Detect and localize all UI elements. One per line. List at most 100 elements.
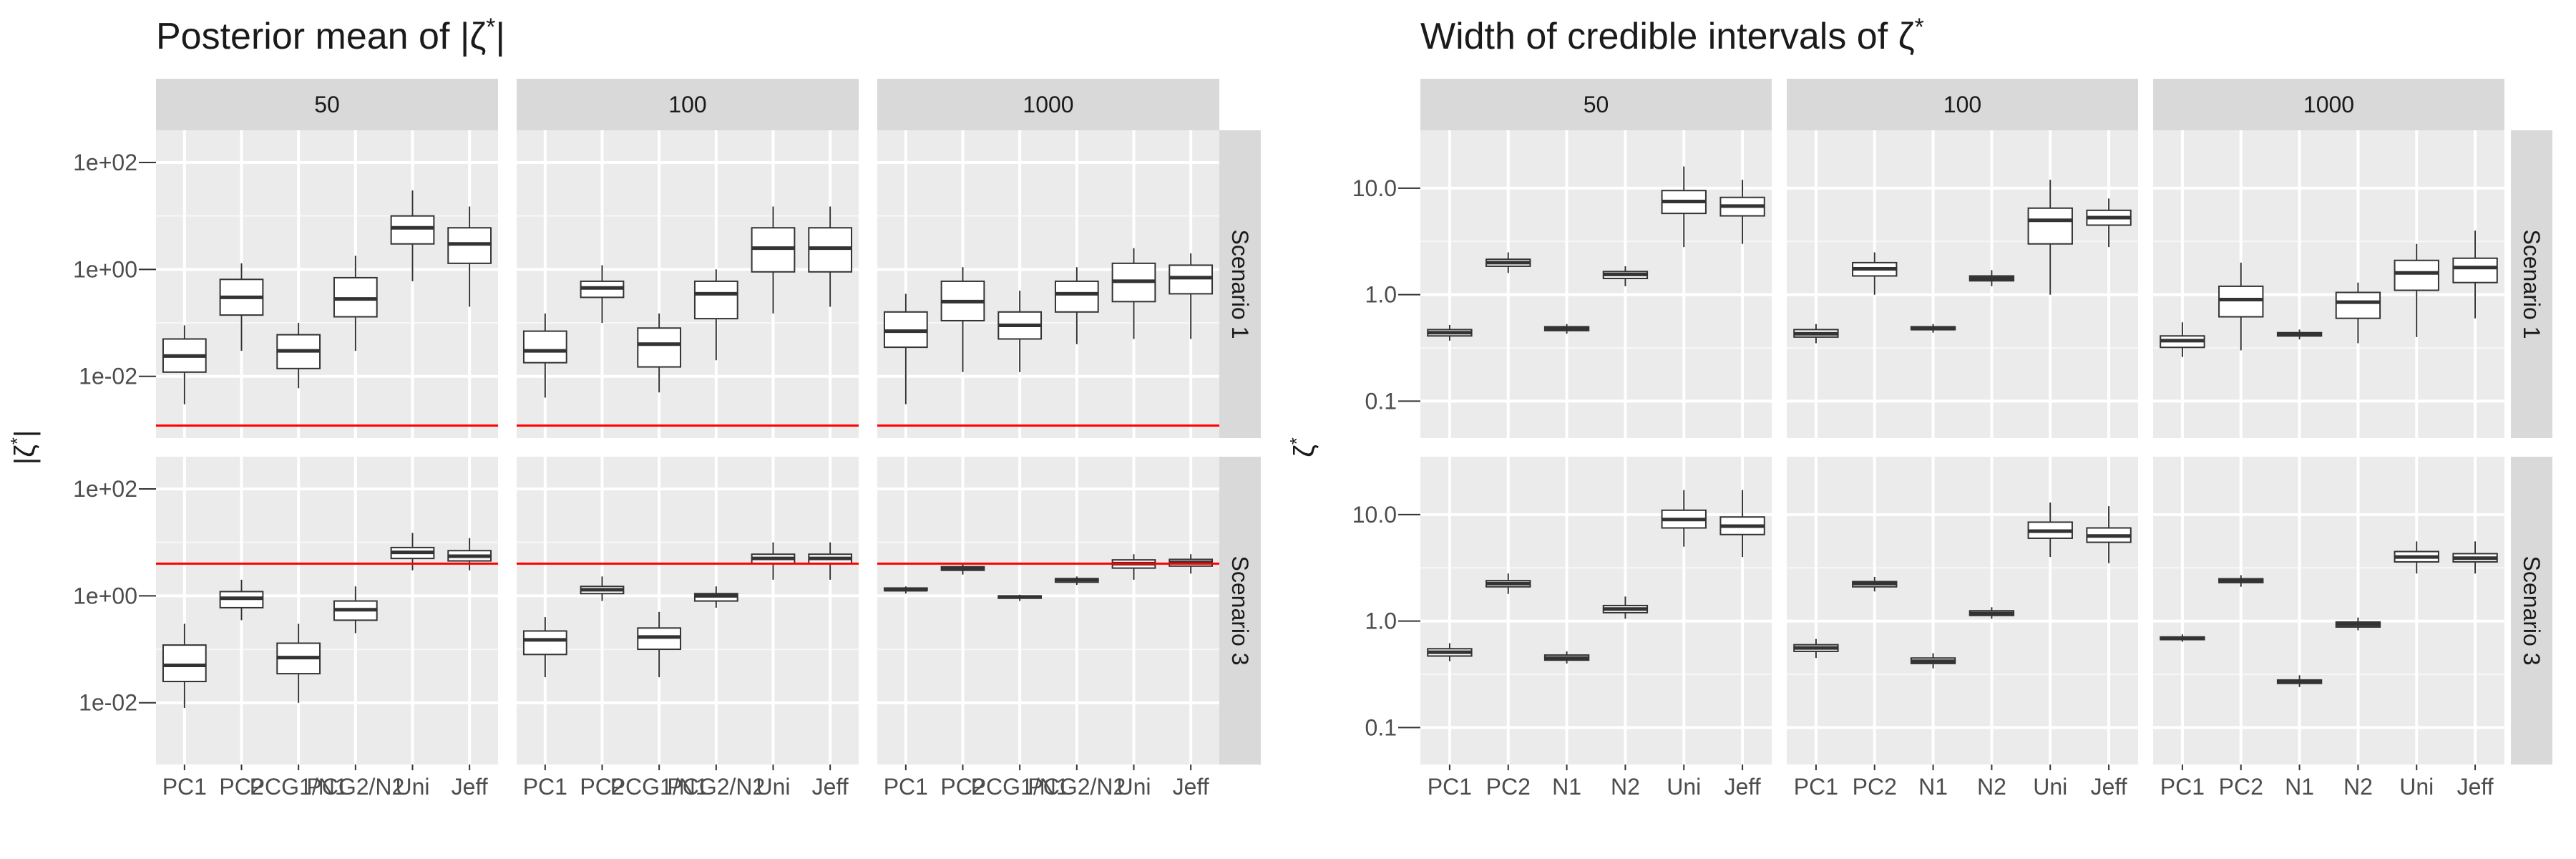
box-pc1 <box>1427 324 1473 341</box>
x-tick-label: PC2 <box>1486 774 1531 800</box>
box-pcg2-n2 <box>333 256 378 351</box>
y-tick-label: 1.0 <box>1365 282 1397 308</box>
box-pc2 <box>940 267 985 372</box>
box-pc2 <box>1852 576 1898 592</box>
box-uni <box>751 542 796 580</box>
box-pc2 <box>2218 262 2264 351</box>
panel <box>1420 130 1772 438</box>
box-iqr <box>162 644 207 683</box>
box-pcg1-n1 <box>276 623 321 703</box>
y-tick-label: 1.0 <box>1365 608 1397 634</box>
column-strip-label: 100 <box>668 92 706 117</box>
column-strip-label: 100 <box>1943 92 1981 117</box>
row-strip-label: Scenario 1 <box>2519 230 2545 339</box>
box-pc2 <box>940 563 985 575</box>
box-pc2 <box>1852 252 1898 295</box>
box-uni <box>390 190 435 281</box>
panel-background <box>1787 130 2138 438</box>
box-n2 <box>2335 617 2381 631</box>
chart-1: Posterior mean of |ζ*| |ζ*| 50 100 1000 Scena… <box>6 14 1261 800</box>
x-tick-label: Uni <box>2399 774 2434 800</box>
box-pc1 <box>1427 643 1473 661</box>
box-n1 <box>1543 651 1590 664</box>
box-uni <box>1661 490 1707 547</box>
box-iqr <box>522 330 567 364</box>
box-n2 <box>1968 607 2015 619</box>
column-strip <box>2153 79 2504 130</box>
panel <box>2153 457 2504 765</box>
panel-background <box>2153 457 2504 765</box>
chart-title: Posterior mean of |ζ*| <box>156 14 505 57</box>
box-pc1 <box>2160 322 2205 357</box>
panel <box>877 130 1219 438</box>
box-pc1 <box>1793 324 1839 344</box>
x-tick-label: PC1 <box>1428 774 1472 800</box>
x-tick-label: PCG2/N2 <box>306 774 404 800</box>
box-jeff <box>2452 541 2498 574</box>
box-pcg1-n1 <box>637 313 682 393</box>
box-pc2 <box>1485 573 1531 594</box>
row-strip <box>1219 130 1261 438</box>
box-iqr <box>522 630 567 656</box>
box-uni <box>2027 180 2073 295</box>
panel-background <box>517 457 859 765</box>
x-tick-label: PC2 <box>1853 774 1897 800</box>
row-strip <box>1219 457 1261 765</box>
row-strip <box>2511 457 2552 765</box>
box-pcg1-n1 <box>637 611 682 678</box>
box-pc1 <box>162 623 207 708</box>
row-strip-label: Scenario 1 <box>1227 230 1253 339</box>
box-pc1 <box>2160 634 2205 642</box>
y-tick-label: 0.1 <box>1365 388 1397 414</box>
panel-background <box>1420 130 1772 438</box>
column-strip-label: 50 <box>1584 92 1609 117</box>
x-tick-label: PC2 <box>940 774 985 800</box>
panel-background <box>156 130 498 438</box>
y-tick-label: 1e+02 <box>73 150 137 175</box>
box-n2 <box>1602 596 1649 619</box>
column-strip <box>517 79 859 130</box>
box-uni <box>2394 541 2439 574</box>
box-pcg2-n2 <box>693 586 738 608</box>
box-n1 <box>1910 653 1956 669</box>
box-pc2 <box>219 263 264 351</box>
box-pcg2-n2 <box>693 269 738 361</box>
box-jeff <box>1169 253 1214 339</box>
box-jeff <box>1719 180 1765 244</box>
panel <box>2153 130 2504 438</box>
row-strip-label: Scenario 3 <box>2519 556 2545 666</box>
y-tick-label: 10.0 <box>1352 175 1397 201</box>
y-tick-label: 1e+00 <box>73 583 137 608</box>
panel-background <box>517 130 859 438</box>
x-tick-label: PCG2/N2 <box>1028 774 1126 800</box>
x-tick-label: Uni <box>1667 774 1701 800</box>
x-tick-label: Jeff <box>812 774 849 800</box>
x-tick-label: N1 <box>1552 774 1581 800</box>
panel <box>517 457 859 765</box>
x-tick-label: Uni <box>395 774 429 800</box>
box-jeff <box>2086 198 2132 248</box>
x-tick-label: PC2 <box>2219 774 2263 800</box>
row-strip <box>2511 130 2552 438</box>
panel-background <box>1420 457 1772 765</box>
panel-background <box>2153 130 2504 438</box>
box-n1 <box>2276 329 2323 340</box>
box-n1 <box>2276 675 2323 687</box>
box-n2 <box>2335 282 2381 344</box>
box-pcg1-n1 <box>276 323 321 389</box>
box-uni <box>751 206 796 314</box>
x-tick-label: PC1 <box>523 774 567 800</box>
column-strip <box>1787 79 2138 130</box>
x-tick-label: Uni <box>756 774 790 800</box>
panel-background <box>877 130 1219 438</box>
box-iqr <box>2452 257 2498 283</box>
box-uni <box>2394 243 2439 337</box>
box-pcg1-n1 <box>997 594 1043 601</box>
panel-background <box>156 457 498 765</box>
box-pcg2-n2 <box>1054 267 1099 344</box>
x-tick-label: Jeff <box>1173 774 1209 800</box>
box-pc1 <box>522 313 567 398</box>
box-n2 <box>1968 270 2015 286</box>
x-tick-label: Jeff <box>2457 774 2494 800</box>
